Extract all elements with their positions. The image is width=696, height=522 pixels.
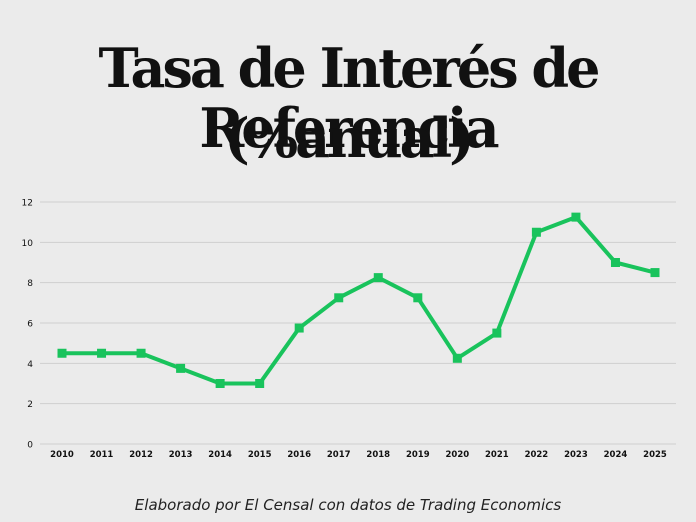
x-tick-label: 2018: [366, 450, 390, 460]
data-point: [373, 273, 383, 283]
x-tick-label: 2014: [208, 450, 232, 460]
y-tick-label: 6: [27, 320, 33, 330]
y-tick-label: 8: [27, 279, 33, 289]
x-tick-label: 2023: [564, 450, 588, 460]
x-tick-label: 2017: [327, 450, 351, 460]
data-point: [571, 212, 581, 222]
y-tick-label: 10: [22, 239, 34, 249]
data-point: [452, 353, 462, 363]
x-tick-label: 2024: [604, 450, 628, 460]
data-point: [413, 293, 423, 303]
data-point: [294, 323, 304, 333]
y-tick-label: 0: [27, 441, 33, 451]
x-tick-label: 2019: [406, 450, 430, 460]
x-tick-label: 2016: [287, 450, 311, 460]
chart-title-line1: Tasa de Interés de Referencia: [98, 36, 600, 160]
data-point: [176, 363, 186, 373]
x-tick-label: 2015: [248, 450, 272, 460]
x-tick-label: 2012: [129, 450, 153, 460]
data-point: [492, 328, 502, 338]
data-point: [650, 268, 660, 278]
x-tick-label: 2013: [169, 450, 193, 460]
data-point: [97, 348, 107, 358]
x-tick-label: 2020: [445, 450, 469, 460]
source-caption: Elaborado por El Censal con datos de Tra…: [134, 496, 562, 514]
data-point: [255, 379, 265, 388]
data-point: [57, 348, 67, 358]
y-tick-label: 12: [22, 199, 33, 209]
data-point: [136, 348, 146, 358]
x-tick-label: 2011: [90, 450, 114, 460]
chart-title-line2: (%anual): [224, 106, 474, 170]
data-point: [334, 293, 344, 303]
series-line: [60, 215, 657, 386]
y-tick-label: 4: [27, 360, 33, 370]
x-tick-label: 2022: [525, 450, 549, 460]
x-tick-label: 2010: [50, 450, 74, 460]
y-tick-label: 2: [27, 400, 33, 410]
data-point: [610, 258, 620, 267]
x-tick-label: 2021: [485, 450, 509, 460]
data-point: [215, 379, 225, 388]
x-tick-label: 2025: [643, 450, 667, 460]
data-point: [531, 227, 541, 237]
